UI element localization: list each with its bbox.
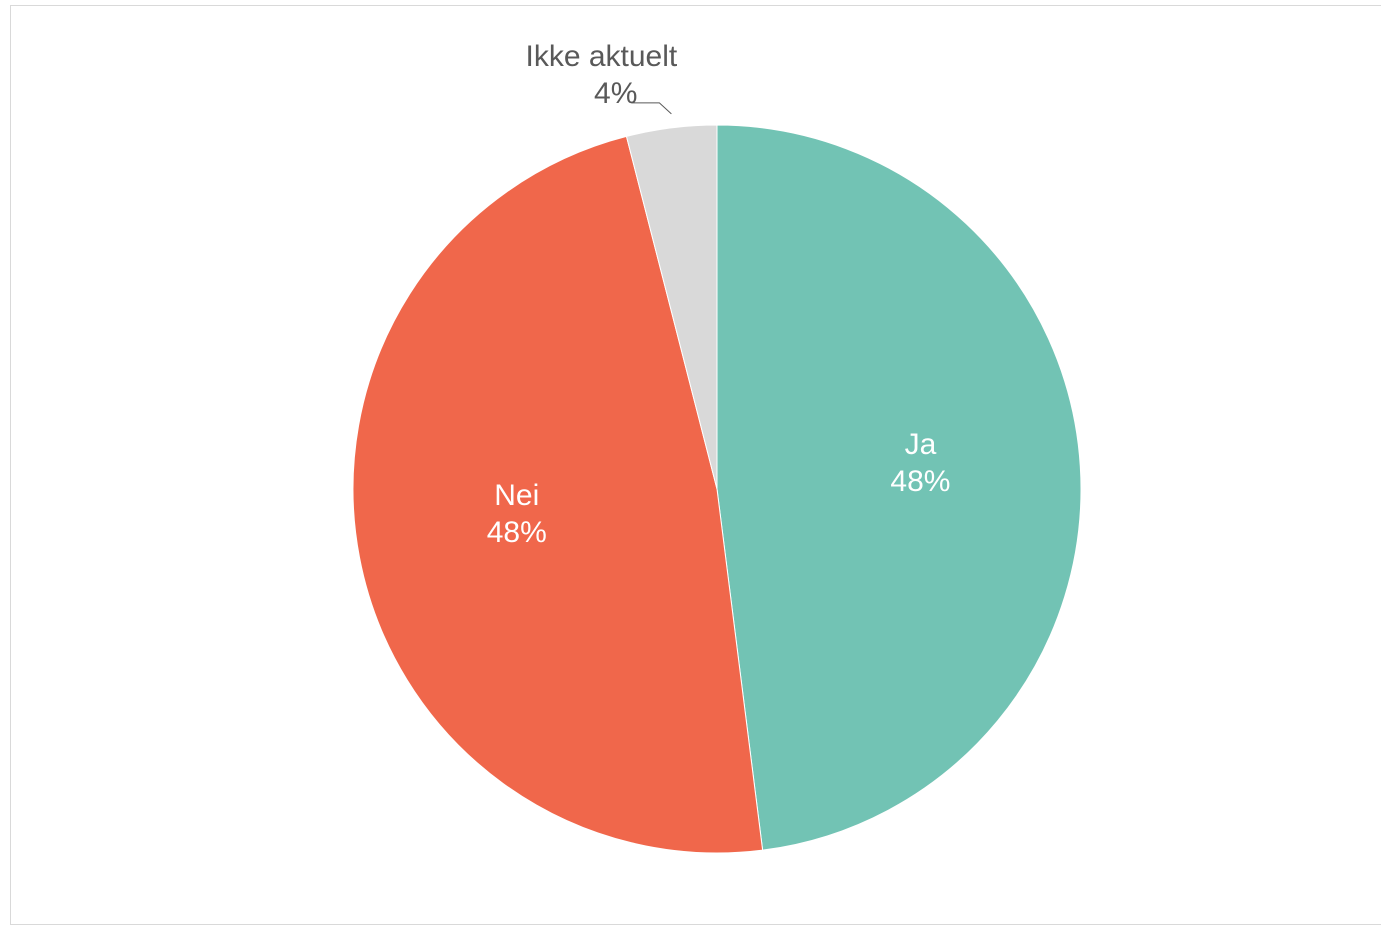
pie-slice-ikke-aktuelt xyxy=(625,124,718,490)
leader-line-ikke-aktuelt xyxy=(631,102,672,115)
slice-category-label: Nei xyxy=(494,479,539,512)
slice-percent-label: 48% xyxy=(487,516,547,549)
slice-category-label: Ikke aktuelt xyxy=(526,40,678,73)
pie-slice-nei xyxy=(352,135,764,854)
slice-percent-label: 4% xyxy=(594,77,637,110)
slice-labels: Ja 48% Nei 48% Ikke aktuelt 4% xyxy=(487,40,951,549)
slice-category-label: Ja xyxy=(905,428,937,461)
pie-slice-ja xyxy=(716,124,1082,851)
slice-percent-label: 48% xyxy=(890,465,950,498)
pie-slices xyxy=(352,124,1082,854)
leader-lines xyxy=(631,102,672,115)
